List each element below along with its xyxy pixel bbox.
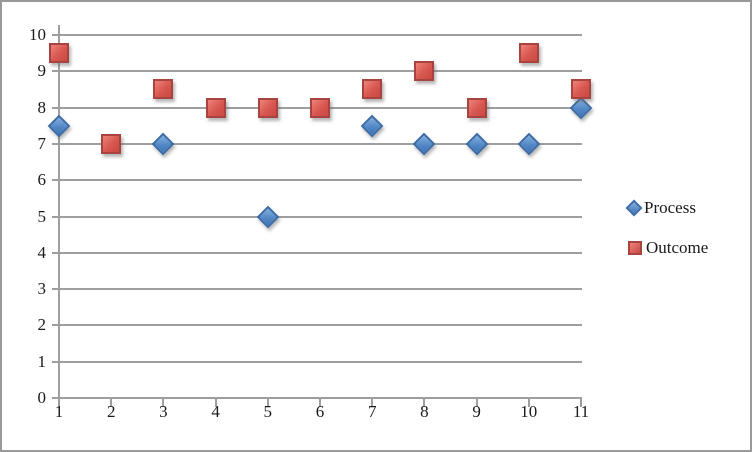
x-tick-label: 5 (263, 402, 273, 421)
y-gridline (52, 142, 582, 145)
data-point-outcome[interactable] (101, 133, 122, 154)
y-tick-label: 3 (37, 279, 47, 299)
data-point-outcome[interactable] (153, 79, 174, 100)
x-axis-tick (58, 398, 60, 407)
data-point-process[interactable] (47, 114, 71, 138)
legend-label: Process (644, 198, 696, 217)
y-axis-line (58, 25, 60, 407)
y-tick-label: 6 (37, 170, 47, 190)
x-axis-tick (423, 398, 426, 407)
data-point-outcome[interactable] (257, 97, 278, 118)
x-axis-tick (319, 398, 321, 407)
x-tick-label: 11 (572, 402, 590, 421)
data-point-outcome[interactable] (571, 79, 591, 100)
y-gridline (52, 288, 582, 291)
legend-item-process[interactable]: Process (625, 197, 696, 219)
x-tick-label: 8 (420, 402, 429, 421)
y-tick-label: 1 (37, 351, 47, 371)
y-tick-label: 7 (37, 133, 47, 153)
y-gridline (52, 179, 582, 182)
y-gridline (52, 397, 582, 399)
x-axis-tick (214, 398, 217, 407)
x-axis-tick (266, 398, 269, 407)
y-gridline (52, 251, 582, 254)
legend-diamond-icon (625, 199, 643, 217)
y-tick-label: 9 (37, 61, 47, 81)
y-gridline (52, 360, 582, 363)
x-axis-tick (527, 398, 530, 407)
y-gridline (52, 324, 582, 327)
x-tick-label: 4 (211, 402, 220, 421)
x-tick-label: 2 (106, 402, 116, 421)
y-tick-label: 10 (29, 25, 46, 44)
y-tick-label: 4 (37, 242, 47, 262)
data-point-process[interactable] (569, 96, 593, 119)
data-point-process[interactable] (256, 205, 280, 228)
data-point-outcome[interactable] (310, 97, 330, 118)
data-point-process[interactable] (360, 114, 384, 138)
x-axis-tick (580, 398, 582, 407)
y-tick-label: 5 (37, 206, 47, 226)
x-axis-tick (475, 398, 478, 407)
x-tick-label: 10 (520, 402, 538, 421)
legend-label: Outcome (646, 238, 709, 257)
y-tick-label: 8 (37, 97, 47, 117)
data-point-outcome[interactable] (205, 97, 226, 118)
y-gridline (52, 34, 582, 36)
x-axis-tick (162, 398, 165, 407)
data-point-process[interactable] (465, 132, 488, 156)
data-point-outcome[interactable] (362, 79, 383, 100)
x-axis-tick (371, 398, 374, 407)
y-tick-label: 2 (37, 315, 47, 335)
data-point-outcome[interactable] (466, 97, 487, 118)
data-point-process[interactable] (152, 132, 175, 156)
x-tick-label: 6 (315, 402, 325, 421)
y-gridline (52, 70, 582, 73)
data-point-outcome[interactable] (518, 43, 539, 64)
x-tick-label: 7 (367, 402, 377, 421)
data-point-outcome[interactable] (49, 43, 69, 64)
x-tick-label: 3 (159, 402, 168, 421)
y-tick-label: 0 (37, 388, 47, 407)
x-axis-tick (110, 398, 113, 407)
data-point-outcome[interactable] (414, 61, 435, 82)
y-gridline (52, 215, 582, 218)
x-tick-label: 1 (54, 402, 64, 421)
data-point-process[interactable] (517, 132, 541, 156)
legend-square-icon (628, 241, 642, 255)
x-tick-label: 9 (472, 402, 481, 421)
data-point-process[interactable] (413, 132, 436, 156)
legend-item-outcome[interactable]: Outcome (628, 237, 708, 259)
